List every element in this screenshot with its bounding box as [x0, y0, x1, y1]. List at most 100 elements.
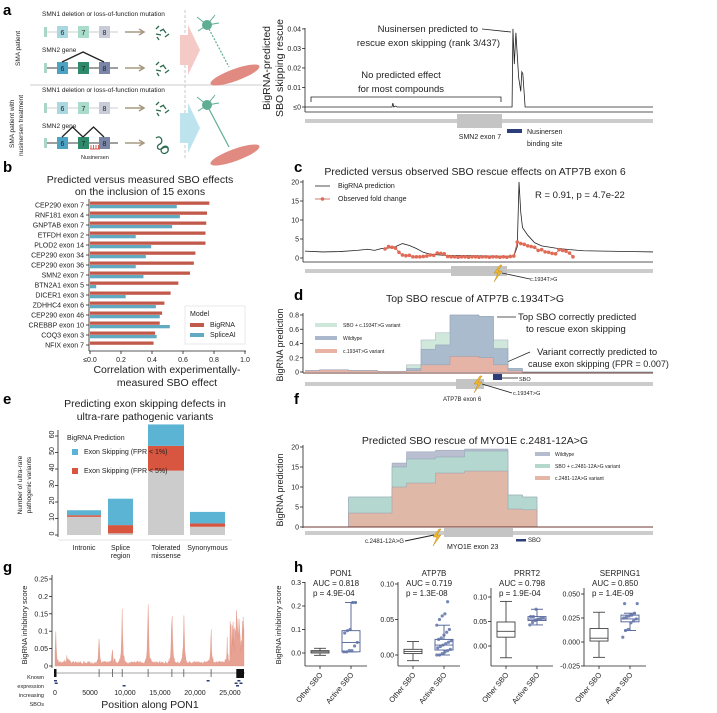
p-value-label: p = 1.9E-04 — [499, 589, 541, 598]
data-point — [344, 650, 349, 654]
arrow-icon — [125, 28, 146, 36]
panel-a-plot: ≤0 0.01 0.02 0.03 0.04 — [287, 26, 653, 133]
data-point — [629, 621, 633, 625]
category-label: missense — [151, 553, 181, 560]
observed-point — [442, 252, 447, 256]
observed-point — [532, 245, 537, 250]
category-label: ETFDH exon 2 — [38, 233, 84, 240]
exon-mark — [236, 669, 244, 678]
observed-point — [449, 255, 453, 259]
binding-site-mark — [507, 129, 522, 133]
bar-bigrna — [90, 291, 171, 295]
data-point — [634, 617, 638, 621]
category-label: COQ3 exon 3 — [41, 333, 84, 340]
exon-stub — [44, 103, 47, 113]
known-sbo-mark — [237, 680, 241, 682]
x-tick-label: 1.0 — [240, 357, 250, 364]
data-point — [534, 607, 538, 611]
observed-point — [466, 255, 471, 260]
exon-label: MYO1E exon 23 — [447, 544, 498, 551]
sbo-track-label: Known — [27, 675, 44, 681]
stacked-bar-segment — [190, 526, 225, 535]
observed-point — [484, 255, 488, 259]
observed-point — [452, 255, 457, 259]
data-point — [345, 629, 349, 633]
observed-point — [543, 250, 547, 254]
category-label: region — [111, 553, 131, 560]
splice-arc — [61, 51, 105, 63]
x-tick-label: 15,000 — [149, 690, 171, 697]
y-tick-label: 60 — [49, 431, 56, 439]
data-point — [630, 613, 634, 617]
y-axis-label: Number of ultra-rare — [17, 455, 24, 514]
panel-g-plot: 0 0.05 0.1 0.15 0.2 0.25 0 5000 10,000 15,000 20,0… — [34, 575, 245, 697]
bar-spliceai — [90, 245, 152, 249]
observed-point — [539, 247, 544, 252]
legend-swatch — [535, 464, 550, 468]
observed-point — [550, 251, 554, 256]
sbo-mark — [493, 374, 502, 380]
observed-point — [431, 253, 436, 258]
observed-point — [477, 255, 481, 260]
y-tick-label: 0.0 — [291, 651, 301, 658]
bar-bigrna — [90, 201, 210, 205]
observed-point — [567, 251, 572, 255]
data-point — [446, 640, 451, 644]
data-point — [539, 616, 543, 621]
exon-mark — [54, 669, 57, 677]
stacked-bar-segment — [108, 498, 133, 526]
x-tick-label: Other SBO — [387, 670, 418, 704]
legend-label: Wildtype — [555, 452, 574, 458]
exon-box — [57, 137, 68, 149]
exon-number: 7 — [82, 106, 86, 113]
observed-point — [445, 254, 450, 259]
data-point — [623, 628, 628, 633]
category-label: NFIX exon 7 — [45, 343, 84, 350]
observed-point — [564, 249, 568, 253]
observed-line — [384, 241, 574, 258]
exon-stub — [44, 27, 47, 37]
y-tick-label: 10 — [291, 485, 299, 492]
bar-bigrna — [90, 241, 206, 245]
x-tick-label: ≤0.0 — [83, 357, 97, 364]
y-tick-label: 0 — [295, 525, 299, 532]
exon-box — [99, 102, 110, 114]
exon-box — [456, 379, 484, 389]
data-point — [444, 642, 448, 646]
panel-label-d: d — [294, 287, 303, 304]
sbo-mark — [516, 539, 526, 542]
binding-label: Nusinersen — [527, 129, 563, 136]
bar-bigrna — [90, 321, 160, 325]
observed-point — [529, 244, 533, 249]
y-tick-label: 15 — [291, 199, 299, 206]
panel-label-f: f — [294, 391, 300, 408]
exon-number: 7 — [82, 30, 86, 37]
y-tick-label: 30 — [49, 480, 56, 488]
stacked-bar-segment — [67, 510, 101, 516]
bar-spliceai — [90, 205, 177, 209]
data-point — [438, 644, 442, 649]
annotation: for most compounds — [358, 84, 444, 95]
arrow-icon — [180, 103, 200, 153]
bar-bigrna — [90, 271, 190, 275]
observed-point — [421, 254, 426, 259]
panel-label-e: e — [3, 391, 11, 408]
group-label: SMA patient with — [9, 99, 16, 148]
data-point — [353, 600, 358, 605]
data-point — [445, 630, 449, 634]
group-label: nusinersen treatment — [18, 95, 25, 156]
y-axis-label: BigRNA prediction — [275, 308, 285, 381]
arrow-icon — [125, 104, 146, 112]
y-tick-label: 0.3 — [291, 580, 301, 587]
data-point — [436, 646, 440, 650]
data-point — [440, 614, 444, 618]
bar-bigrna — [90, 331, 156, 335]
known-sbo-mark — [54, 682, 58, 684]
protein-icon — [155, 61, 170, 77]
score-area — [54, 604, 245, 667]
legend-label: SBO + c.2481-12A>G variant — [555, 464, 621, 470]
data-point — [533, 618, 537, 623]
variant-pointer — [404, 534, 435, 542]
data-point — [623, 602, 627, 606]
